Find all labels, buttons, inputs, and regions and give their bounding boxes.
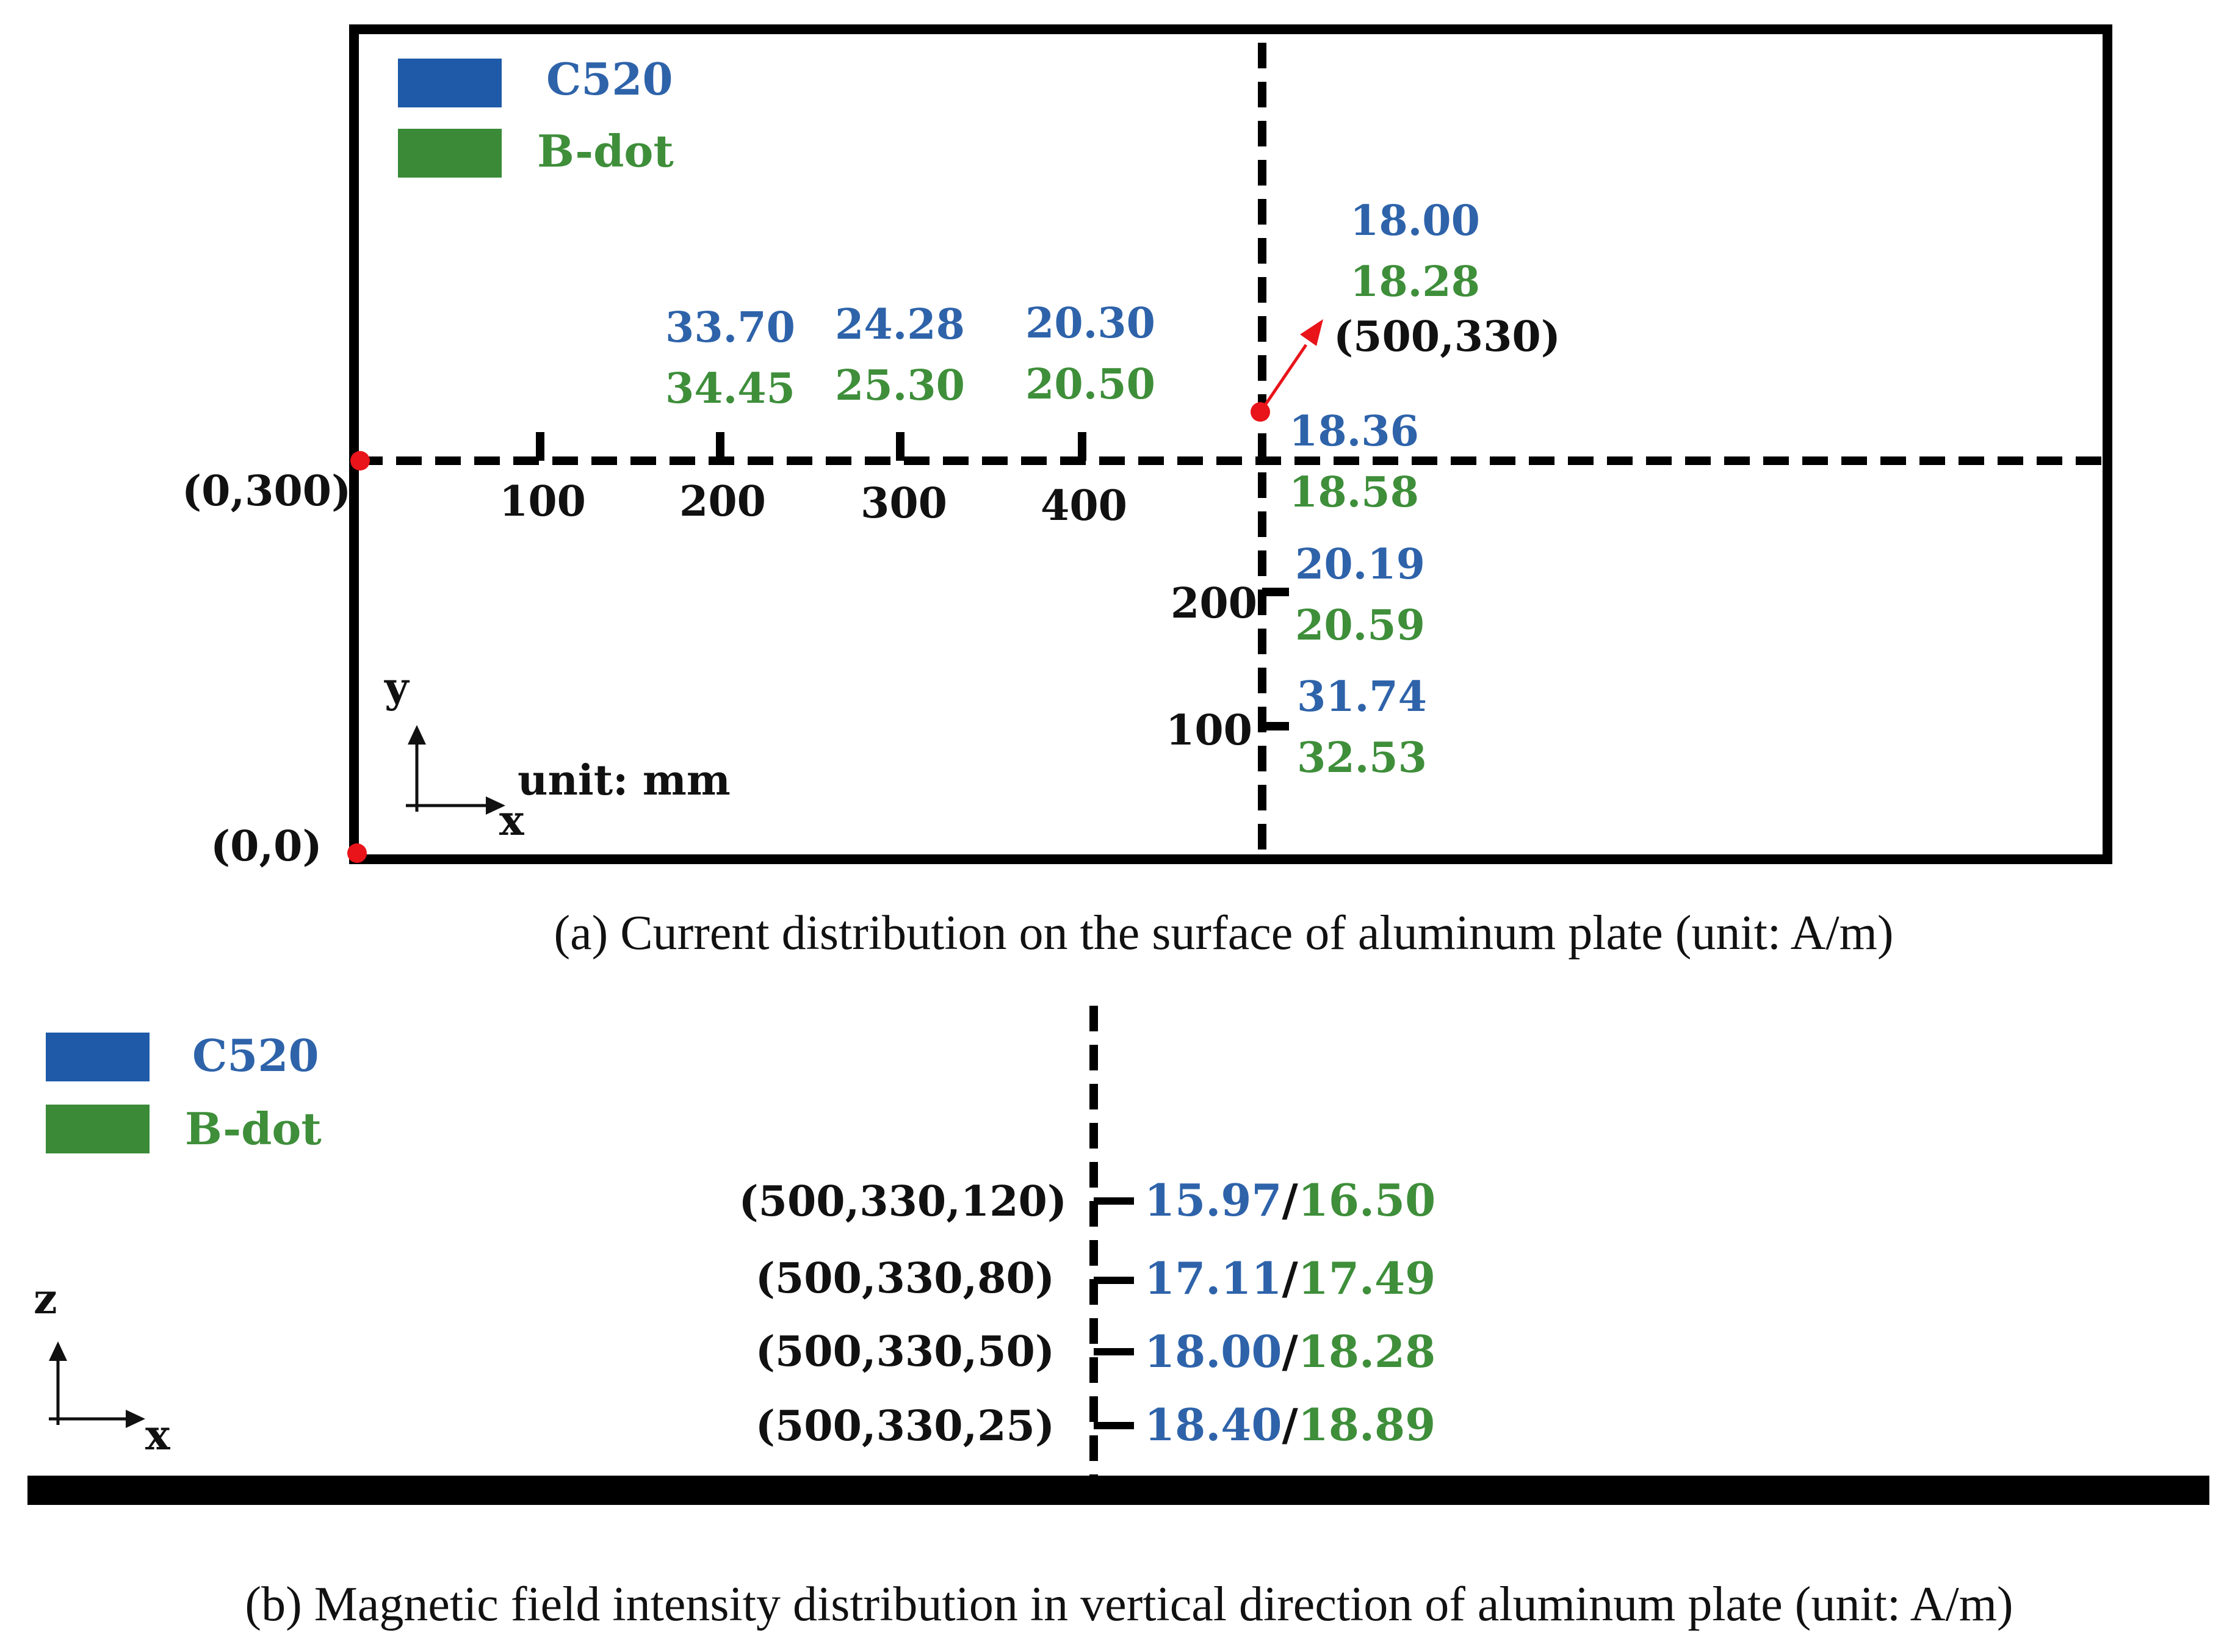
panel-a: C520 B-dot (0,0) (0,300) 100 200 300 400… (182, 24, 2112, 960)
x-value-bdot: 25.30 (835, 361, 965, 410)
unit-label: unit: mm (518, 756, 731, 805)
z-point-values: 18.40/18.89 (1144, 1399, 1435, 1451)
plate-outline (349, 24, 2112, 864)
legend-label-bdot: B-dot (185, 1103, 322, 1155)
point-value-c520: 18.00 (1350, 197, 1480, 245)
y-value-c520: 18.36 (1289, 407, 1419, 456)
axis-label-x: x (499, 796, 524, 845)
legend-swatch-bdot (46, 1105, 150, 1153)
x-value-c520: 33.70 (665, 303, 795, 352)
z-value-c520: 18.00 (1144, 1326, 1282, 1377)
y-tick-marks (1262, 588, 1289, 730)
z-point-label: (500,330,25) (756, 1402, 1055, 1451)
axes-icon-xy (406, 725, 505, 815)
x-tick-label: 300 (861, 479, 947, 528)
z-point-values: 17.11/17.49 (1144, 1252, 1435, 1304)
origin-label: (0,0) (211, 822, 322, 871)
y300-label: (0,300) (182, 467, 351, 516)
z-value-bdot: 16.50 (1298, 1174, 1435, 1226)
y-value-bdot: 18.58 (1289, 468, 1419, 517)
x-value-c520: 20.30 (1025, 299, 1155, 348)
aluminum-plate (27, 1476, 2209, 1505)
z-value-c520: 18.40 (1144, 1399, 1282, 1451)
y-value-bdot: 32.53 (1297, 734, 1427, 782)
z-value-separator: / (1282, 1252, 1298, 1304)
point-y300-marker (350, 451, 370, 471)
z-tick-marks (1094, 1197, 1134, 1429)
z-point-label: (500,330,120) (738, 1177, 1067, 1226)
y-value-c520: 20.19 (1295, 540, 1425, 589)
z-value-separator: / (1282, 1326, 1298, 1377)
point-arrow-line (1262, 344, 1308, 409)
legend-label-c520: C520 (192, 1030, 319, 1081)
z-value-c520: 15.97 (1144, 1174, 1282, 1226)
x-tick-label: 100 (499, 477, 586, 526)
axis-label-z: z (34, 1275, 57, 1324)
point-value-bdot: 18.28 (1350, 258, 1480, 306)
y-tick-label: 100 (1166, 706, 1252, 755)
legend-swatch-bdot (398, 129, 502, 178)
axes-icon-zx (49, 1341, 145, 1428)
point-label: (500,330) (1334, 312, 1561, 361)
x-tick-marks (536, 432, 1086, 461)
z-value-bdot: 17.49 (1298, 1252, 1435, 1304)
x-tick-label: 400 (1041, 482, 1127, 530)
legend-label-bdot: B-dot (537, 125, 674, 177)
caption-a: (a) Current distribution on the surface … (554, 906, 1893, 960)
axis-label-y: y (384, 663, 410, 712)
point-arrow-head (1300, 319, 1323, 346)
z-value-bdot: 18.89 (1298, 1399, 1435, 1451)
y-tick-label: 200 (1171, 579, 1257, 628)
z-point-label: (500,330,80) (756, 1254, 1055, 1303)
x-tick-label: 200 (679, 477, 766, 526)
point-origin-marker (347, 843, 367, 863)
z-value-separator: / (1282, 1399, 1298, 1451)
axis-label-x: x (145, 1411, 170, 1460)
y-value-c520: 31.74 (1297, 673, 1427, 721)
z-value-separator: / (1282, 1174, 1298, 1226)
z-value-c520: 17.11 (1144, 1252, 1282, 1304)
panel-b: C520 B-dot (500,330,120) (500,330,80) (5… (27, 1006, 2209, 1631)
y-value-bdot: 20.59 (1295, 601, 1425, 650)
z-point-values: 18.00/18.28 (1144, 1326, 1435, 1377)
legend-swatch-c520 (398, 59, 502, 107)
z-point-values: 15.97/16.50 (1144, 1174, 1435, 1226)
x-value-bdot: 20.50 (1025, 360, 1155, 409)
point-500-330-marker (1251, 402, 1270, 422)
legend-label-c520: C520 (546, 53, 673, 105)
z-point-label: (500,330,50) (756, 1327, 1055, 1376)
x-value-bdot: 34.45 (665, 364, 795, 413)
x-value-c520: 24.28 (835, 300, 965, 349)
caption-b: (b) Magnetic field intensity distributio… (245, 1578, 2013, 1631)
z-value-bdot: 18.28 (1298, 1326, 1435, 1377)
legend-swatch-c520 (46, 1033, 150, 1081)
